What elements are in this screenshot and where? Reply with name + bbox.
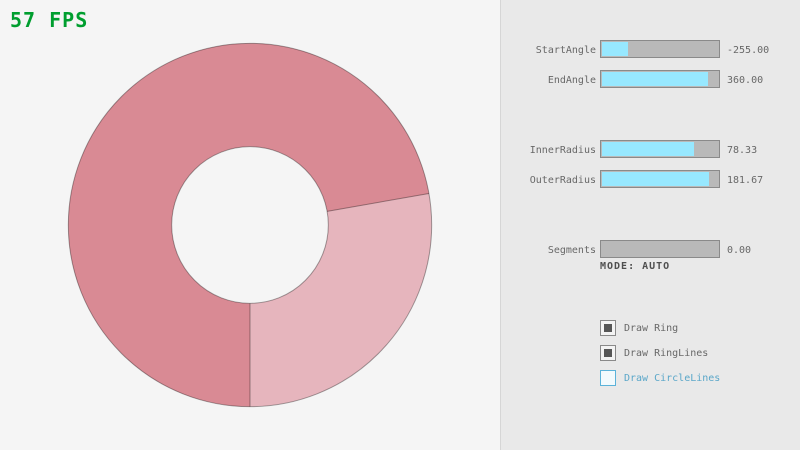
endangle-sliderbar[interactable] — [600, 70, 720, 88]
checkbox-draw-ringlines-label: Draw RingLines — [624, 348, 709, 359]
startangle-sliderbar[interactable] — [600, 40, 720, 58]
checkbox-draw-ringlines-box[interactable] — [600, 345, 616, 361]
endangle-label: EndAngle — [547, 75, 596, 86]
endangle-slider-fill — [602, 72, 709, 86]
innerradius-label: InnerRadius — [529, 145, 596, 156]
checkbox-draw-ring-box[interactable] — [600, 320, 616, 336]
innerradius-slider-fill — [602, 142, 695, 156]
checkbox-draw-circlelines-box[interactable] — [600, 370, 616, 386]
innerradius-sliderbar[interactable] — [600, 140, 720, 158]
outerradius-slider-fill — [602, 172, 710, 186]
ring-outer-outline — [67, 42, 433, 408]
outerradius-sliderbar[interactable] — [600, 170, 720, 188]
checkbox-draw-circlelines[interactable]: Draw CircleLines — [600, 370, 800, 386]
checkbox-checkmark — [604, 324, 612, 332]
checkbox-draw-ringlines[interactable]: Draw RingLines — [600, 345, 800, 361]
slider-row-segments: Segments 0.00 — [501, 240, 800, 260]
startangle-slider-fill — [602, 42, 628, 56]
ring-inner-outline — [171, 146, 329, 304]
segments-mode-text: MODE: AUTO — [600, 261, 671, 272]
slider-row-innerradius: InnerRadius 78.33 — [501, 140, 800, 160]
fps-counter: 57 FPS — [10, 8, 89, 32]
startangle-value: -255.00 — [727, 45, 770, 56]
ring-sector-dark — [68, 43, 429, 407]
ring-radial-line-end — [327, 192, 429, 212]
startangle-label: StartAngle — [535, 45, 596, 56]
innerradius-value: 78.33 — [727, 145, 758, 156]
outerradius-value: 181.67 — [727, 175, 764, 186]
checkbox-draw-ring[interactable]: Draw Ring — [600, 320, 800, 336]
segments-value: 0.00 — [727, 245, 752, 256]
segments-label: Segments — [547, 245, 596, 256]
slider-row-endangle: EndAngle 360.00 — [501, 70, 800, 90]
outerradius-label: OuterRadius — [529, 175, 596, 186]
endangle-value: 360.00 — [727, 75, 764, 86]
checkbox-checkmark — [604, 349, 612, 357]
checkbox-draw-circlelines-label: Draw CircleLines — [624, 373, 721, 384]
slider-row-startangle: StartAngle -255.00 — [501, 40, 800, 60]
segments-sliderbar[interactable] — [600, 240, 720, 258]
ring-chart — [67, 42, 433, 408]
slider-row-outerradius: OuterRadius 181.67 — [501, 170, 800, 190]
control-panel: StartAngle -255.00 EndAngle 360.00 Inner… — [500, 0, 800, 450]
checkbox-draw-ring-label: Draw Ring — [624, 323, 679, 334]
ring-inner-hole — [171, 146, 329, 304]
